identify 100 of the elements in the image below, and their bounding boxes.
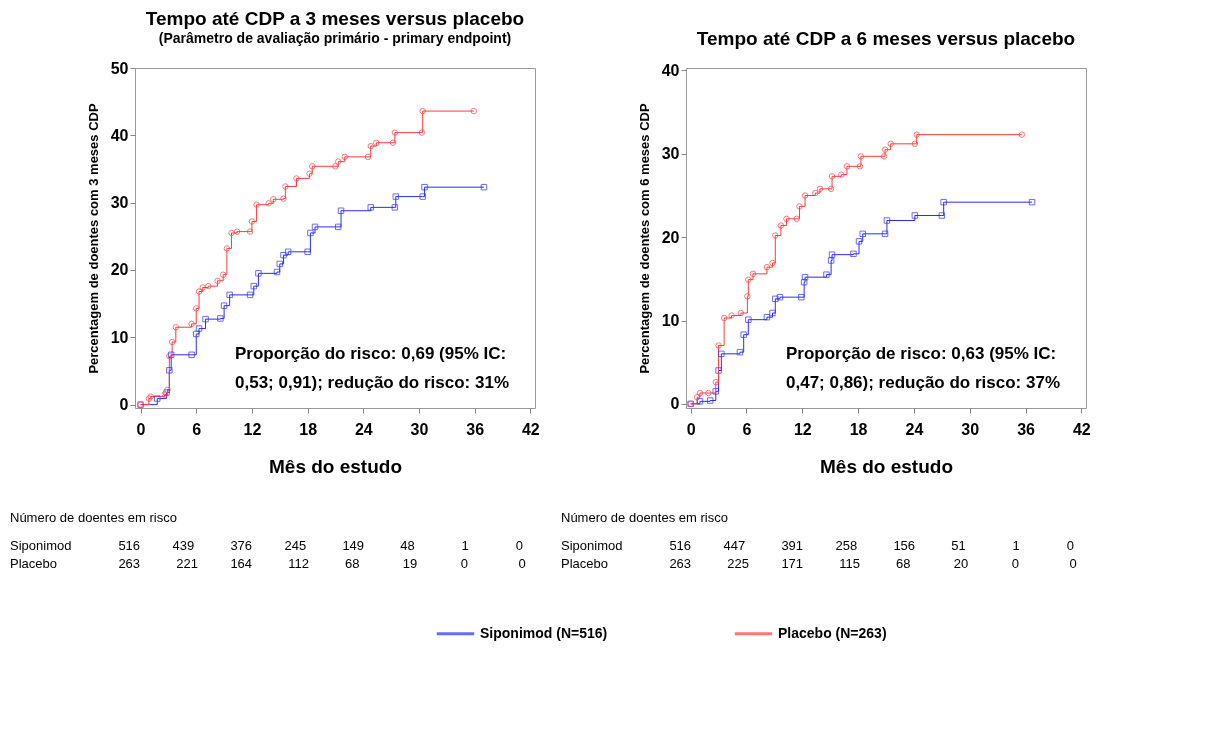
point (419, 193, 426, 200)
point (280, 251, 287, 259)
point (364, 153, 372, 161)
point (220, 302, 228, 309)
x-tick-label: 12 (793, 420, 812, 438)
point (392, 193, 400, 200)
point (720, 314, 728, 322)
point (827, 185, 835, 193)
point (911, 140, 919, 148)
point (911, 212, 919, 219)
point (307, 229, 314, 237)
point (828, 173, 836, 180)
y-tick-label: 40 (661, 62, 680, 79)
x-tick-label: 42 (1072, 420, 1091, 438)
annotation: 0,53; 0,91); redução do risco: 31% (235, 372, 509, 392)
point (940, 198, 947, 206)
x-tick-label: 6 (742, 420, 752, 438)
y-tick-label: 20 (661, 228, 680, 246)
point (881, 146, 889, 153)
point (856, 163, 864, 170)
point (223, 245, 231, 252)
point (693, 393, 701, 401)
point (193, 305, 200, 312)
x-tick-label: 42 (521, 420, 540, 438)
point (728, 312, 735, 319)
point (745, 276, 752, 283)
annotation: 0,47; 0,86); redução do risco: 37% (786, 372, 1060, 392)
chart-subtitle: (Parâmetro de avaliação primário - primary endpoint) (158, 30, 512, 46)
point (391, 204, 399, 211)
point (154, 395, 161, 402)
point (812, 189, 819, 197)
point (828, 251, 836, 258)
point (367, 204, 374, 211)
point (248, 218, 256, 225)
point (172, 323, 180, 331)
text: Placebo 263 225 171 115 68 20 0 0 (561, 556, 1077, 571)
point (293, 175, 300, 182)
point (715, 342, 722, 349)
point (367, 142, 374, 150)
point (769, 259, 776, 267)
point (193, 330, 200, 338)
point (205, 282, 212, 290)
text: Número de doentes em risco (10, 510, 177, 525)
point (838, 171, 845, 178)
point (335, 223, 342, 231)
point (389, 139, 397, 146)
point (793, 215, 800, 223)
point (332, 163, 339, 170)
point (843, 163, 851, 170)
point (772, 295, 779, 303)
point (250, 282, 258, 290)
y-tick-label: 50 (110, 59, 129, 77)
annotation: Proporção do risco: 0,69 (95% IC: (235, 343, 507, 363)
point (228, 229, 235, 237)
point (311, 223, 319, 231)
y-tick-label: 10 (661, 312, 680, 329)
point (800, 278, 808, 286)
x-tick-label: 30 (410, 420, 429, 438)
point (188, 351, 195, 359)
point (255, 270, 262, 277)
point (715, 367, 722, 374)
point (421, 183, 428, 191)
point (202, 315, 209, 323)
text: Siponimod 516 439 376 245 149 48 1 0 (10, 538, 524, 553)
y-tick-label: 30 (661, 145, 680, 163)
y-tick-label: 20 (110, 261, 129, 279)
point (391, 129, 399, 136)
point (883, 217, 891, 224)
x-tick-label: 12 (243, 420, 262, 438)
y-tick-label: 0 (119, 396, 129, 414)
point (749, 270, 757, 278)
point (880, 153, 888, 160)
point (705, 389, 712, 397)
point (373, 139, 380, 146)
point (246, 228, 254, 235)
y-tick-label: 0 (670, 395, 680, 413)
annotation: Proporção de risco: 0,63 (95% IC: (786, 343, 1057, 363)
point (712, 388, 720, 395)
point (827, 257, 835, 264)
point (337, 207, 345, 214)
x-axis-title: Mês do estudo (268, 455, 403, 477)
x-tick-label: 24 (354, 420, 373, 438)
point (712, 378, 720, 386)
point (913, 131, 920, 138)
point (859, 230, 866, 238)
x-tick-label: 0 (136, 420, 146, 438)
point (219, 271, 227, 278)
point (214, 277, 221, 284)
point (777, 222, 785, 229)
point (1028, 198, 1036, 206)
point (270, 196, 277, 203)
point (280, 195, 287, 202)
x-tick-label: 24 (905, 420, 924, 438)
point (769, 309, 776, 317)
y-tick-label: 10 (110, 328, 129, 346)
x-tick-label: 30 (961, 420, 980, 438)
point (306, 170, 313, 177)
point (199, 284, 206, 291)
point (166, 367, 173, 374)
point (801, 192, 809, 199)
